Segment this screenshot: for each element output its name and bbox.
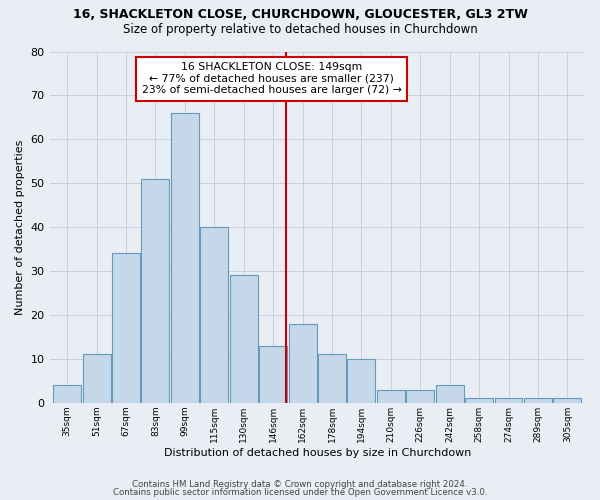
Bar (494, 398, 523, 403)
X-axis label: Distribution of detached houses by size in Churchdown: Distribution of detached houses by size … (164, 448, 471, 458)
Text: Contains HM Land Registry data © Crown copyright and database right 2024.: Contains HM Land Registry data © Crown c… (132, 480, 468, 489)
Bar (142, 179, 169, 403)
Bar (83, 354, 110, 403)
Bar (200, 227, 228, 403)
Text: 16 SHACKLETON CLOSE: 149sqm
← 77% of detached houses are smaller (237)
23% of se: 16 SHACKLETON CLOSE: 149sqm ← 77% of det… (142, 62, 401, 95)
Bar (289, 324, 317, 403)
Bar (524, 398, 552, 403)
Bar (347, 359, 376, 403)
Bar (406, 390, 434, 403)
Bar (230, 276, 257, 403)
Y-axis label: Number of detached properties: Number of detached properties (15, 140, 25, 315)
Bar (53, 385, 81, 403)
Text: 16, SHACKLETON CLOSE, CHURCHDOWN, GLOUCESTER, GL3 2TW: 16, SHACKLETON CLOSE, CHURCHDOWN, GLOUCE… (73, 8, 527, 20)
Bar (259, 346, 287, 403)
Bar (171, 113, 199, 403)
Bar (553, 398, 581, 403)
Bar (318, 354, 346, 403)
Bar (112, 254, 140, 403)
Text: Contains public sector information licensed under the Open Government Licence v3: Contains public sector information licen… (113, 488, 487, 497)
Bar (377, 390, 405, 403)
Bar (465, 398, 493, 403)
Bar (436, 385, 464, 403)
Text: Size of property relative to detached houses in Churchdown: Size of property relative to detached ho… (122, 22, 478, 36)
